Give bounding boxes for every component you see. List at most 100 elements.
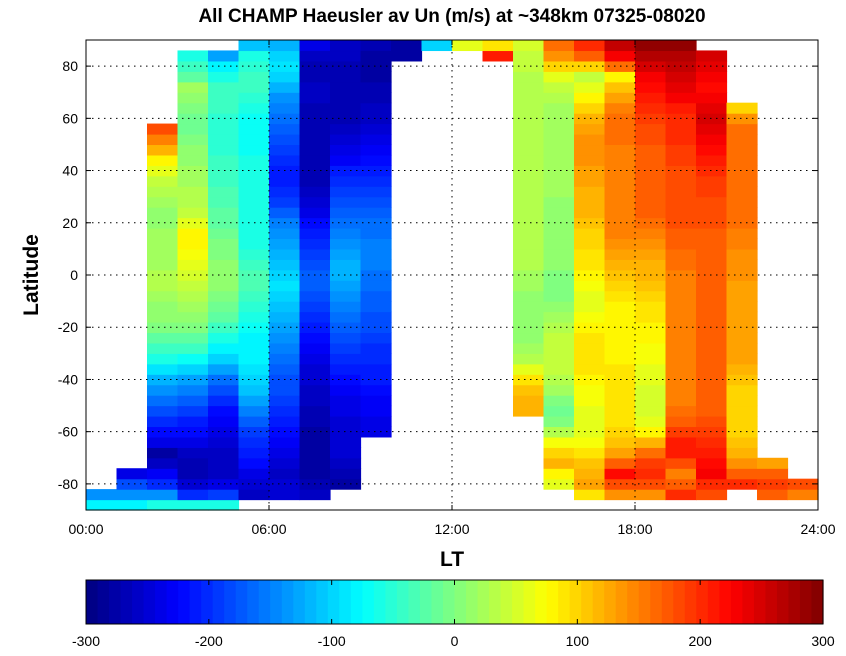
heatmap-cell bbox=[177, 322, 209, 334]
heatmap-cell bbox=[360, 175, 392, 187]
heatmap-cell bbox=[604, 416, 636, 428]
heatmap-cell bbox=[147, 259, 179, 271]
heatmap-cell bbox=[147, 248, 179, 260]
heatmap-cell bbox=[360, 301, 392, 313]
heatmap-cell bbox=[299, 363, 331, 375]
heatmap-cell bbox=[360, 71, 392, 83]
heatmap-cell bbox=[726, 248, 758, 260]
heatmap-cell bbox=[330, 60, 362, 72]
heatmap-cell bbox=[543, 92, 575, 104]
heatmap-cell bbox=[543, 144, 575, 156]
heatmap-cell bbox=[208, 342, 240, 354]
heatmap-cell bbox=[696, 436, 728, 448]
heatmap-cell bbox=[177, 134, 209, 146]
heatmap-cell bbox=[177, 395, 209, 407]
heatmap-cell bbox=[360, 40, 392, 52]
heatmap-cell bbox=[513, 217, 545, 229]
heatmap-cell bbox=[726, 384, 758, 396]
heatmap-cell bbox=[513, 134, 545, 146]
heatmap-cell bbox=[665, 175, 697, 187]
heatmap-cell bbox=[574, 259, 606, 271]
heatmap-cell bbox=[635, 71, 667, 83]
colorbar-swatch bbox=[466, 580, 479, 624]
heatmap-cell bbox=[269, 92, 301, 104]
heatmap-cell bbox=[238, 40, 270, 52]
heatmap-cell bbox=[513, 395, 545, 407]
heatmap-cell bbox=[665, 363, 697, 375]
heatmap-cell bbox=[208, 248, 240, 260]
heatmap-cell bbox=[360, 374, 392, 386]
heatmap-cell bbox=[726, 436, 758, 448]
heatmap-cell bbox=[177, 259, 209, 271]
heatmap-cell bbox=[543, 447, 575, 459]
heatmap-cell bbox=[391, 40, 423, 52]
heatmap-cell bbox=[177, 499, 209, 511]
heatmap-cell bbox=[757, 468, 789, 480]
heatmap-cell bbox=[482, 50, 514, 62]
colorbar-swatch bbox=[235, 580, 248, 624]
heatmap-cell bbox=[696, 363, 728, 375]
heatmap-cell bbox=[147, 144, 179, 156]
heatmap-cell bbox=[604, 290, 636, 302]
heatmap-cell bbox=[269, 123, 301, 135]
colorbar-tick-label: -300 bbox=[72, 633, 100, 649]
heatmap-cell bbox=[696, 416, 728, 428]
heatmap-cell bbox=[238, 248, 270, 260]
heatmap-cell bbox=[269, 405, 301, 417]
heatmap-cell bbox=[665, 81, 697, 93]
heatmap-cell bbox=[147, 238, 179, 250]
heatmap-cell bbox=[635, 207, 667, 219]
heatmap-cell bbox=[543, 416, 575, 428]
heatmap-cell bbox=[696, 311, 728, 323]
heatmap-cell bbox=[604, 71, 636, 83]
heatmap-cell bbox=[574, 322, 606, 334]
heatmap-cell bbox=[787, 489, 819, 501]
heatmap-cell bbox=[543, 290, 575, 302]
heatmap-cell bbox=[574, 384, 606, 396]
heatmap-cell bbox=[726, 186, 758, 198]
heatmap-cell bbox=[269, 50, 301, 62]
heatmap-cell bbox=[116, 478, 148, 490]
heatmap-cell bbox=[299, 50, 331, 62]
heatmap-cell bbox=[299, 301, 331, 313]
heatmap-cell bbox=[665, 248, 697, 260]
heatmap-cell bbox=[635, 228, 667, 240]
heatmap-cell bbox=[330, 342, 362, 354]
heatmap-cell bbox=[238, 353, 270, 365]
heatmap-cell bbox=[726, 478, 758, 490]
heatmap-cell bbox=[543, 468, 575, 480]
heatmap-cell bbox=[208, 196, 240, 208]
heatmap-cell bbox=[726, 426, 758, 438]
heatmap-cell bbox=[299, 436, 331, 448]
heatmap-cell bbox=[726, 154, 758, 166]
heatmap-cell bbox=[696, 81, 728, 93]
heatmap-cell bbox=[696, 259, 728, 271]
heatmap-cell bbox=[238, 186, 270, 198]
heatmap-cell bbox=[208, 374, 240, 386]
heatmap-cell bbox=[635, 384, 667, 396]
colorbar-swatch bbox=[258, 580, 271, 624]
heatmap-cell bbox=[726, 102, 758, 114]
heatmap-cell bbox=[696, 374, 728, 386]
grid-lines bbox=[86, 40, 818, 510]
heatmap-cell bbox=[330, 457, 362, 469]
heatmap-cell bbox=[330, 217, 362, 229]
heatmap-cell bbox=[177, 311, 209, 323]
colorbar-swatch bbox=[385, 580, 398, 624]
heatmap-cell bbox=[147, 468, 179, 480]
colorbar-swatch bbox=[489, 580, 502, 624]
heatmap-cell bbox=[726, 290, 758, 302]
heatmap-cell bbox=[696, 186, 728, 198]
heatmap-cell bbox=[330, 154, 362, 166]
heatmap-cell bbox=[177, 196, 209, 208]
heatmap-cell bbox=[604, 175, 636, 187]
heatmap-cell bbox=[543, 228, 575, 240]
heatmap-cell bbox=[665, 50, 697, 62]
heatmap-cell bbox=[513, 384, 545, 396]
heatmap-cell bbox=[726, 269, 758, 281]
y-axis: -80 -60 -40 -20 0 20 40 60 80 bbox=[58, 58, 818, 492]
colorbar-swatch bbox=[373, 580, 387, 624]
heatmap-cell bbox=[269, 81, 301, 93]
heatmap-cell bbox=[604, 353, 636, 365]
heatmap-cell bbox=[147, 395, 179, 407]
